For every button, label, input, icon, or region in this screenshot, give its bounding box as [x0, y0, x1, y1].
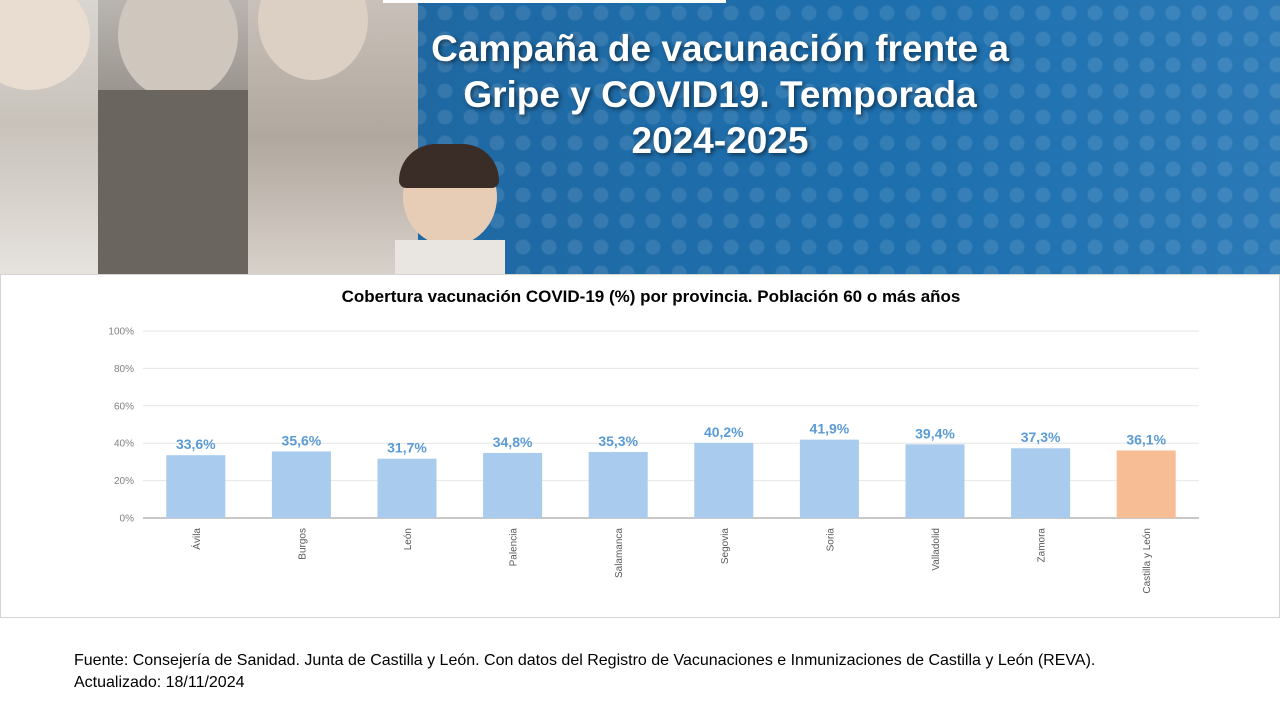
bar — [166, 455, 226, 518]
data-label: 34,8% — [493, 434, 533, 450]
banner-title: Campaña de vacunación frente a Gripe y C… — [290, 26, 1150, 164]
y-tick-label: 20% — [114, 476, 134, 487]
bar — [377, 458, 437, 518]
footer: Fuente: Consejería de Sanidad. Junta de … — [74, 650, 1095, 694]
y-tick-label: 0% — [120, 514, 135, 525]
y-tick-label: 100% — [108, 327, 134, 338]
data-label: 40,2% — [704, 424, 744, 440]
campaign-banner: Campaña de vacunación frente a Gripe y C… — [0, 0, 1280, 274]
photo-young-woman — [248, 0, 418, 274]
banner-top-bar — [383, 0, 726, 3]
data-label: 37,3% — [1021, 429, 1061, 445]
x-tick-label: Soria — [825, 528, 836, 552]
x-tick-label: Ávila — [190, 528, 203, 550]
photo-child — [395, 144, 505, 274]
bar — [271, 451, 331, 518]
bar — [799, 439, 859, 518]
bar — [905, 444, 965, 518]
x-tick-label: Castilla y León — [1142, 528, 1153, 594]
source-note: Fuente: Consejería de Sanidad. Junta de … — [74, 652, 1096, 669]
x-tick-label: Zamora — [1037, 528, 1048, 563]
banner-title-line: Campaña de vacunación frente a — [431, 28, 1009, 69]
photo-woman — [0, 0, 98, 274]
updated-date: Actualizado: 18/11/2024 — [74, 674, 245, 691]
chart-panel: Cobertura vacunación COVID-19 (%) por pr… — [0, 274, 1280, 618]
x-tick-label: Segovia — [720, 528, 731, 565]
data-label: 35,6% — [282, 432, 322, 448]
x-tick-label: Valladolid — [931, 528, 942, 571]
data-label: 36,1% — [1126, 431, 1166, 447]
chart-title: Cobertura vacunación COVID-19 (%) por pr… — [341, 287, 961, 306]
bar — [483, 452, 543, 518]
banner-title-line: 2024-2025 — [631, 120, 809, 161]
x-tick-label: Salamanca — [614, 528, 625, 578]
banner-title-line: Gripe y COVID19. Temporada — [463, 74, 977, 115]
y-tick-label: 60% — [114, 401, 134, 412]
x-tick-label: Palencia — [509, 528, 520, 567]
bar — [1116, 450, 1176, 518]
bar — [588, 451, 648, 518]
data-label: 41,9% — [810, 421, 850, 437]
data-label: 39,4% — [915, 425, 955, 441]
bar — [694, 442, 754, 518]
x-tick-label: León — [403, 528, 414, 550]
y-tick-label: 80% — [114, 364, 134, 375]
bar-chart: 0% 20% 40% 60% 80% 100% 33,6% Ávila 35,6% Burgos 3… — [108, 327, 1199, 594]
data-label: 35,3% — [598, 433, 638, 449]
bar — [1011, 448, 1071, 518]
photo-elderly-man — [98, 0, 248, 274]
y-tick-label: 40% — [114, 439, 134, 450]
data-label: 31,7% — [387, 440, 427, 456]
x-tick-label: Burgos — [297, 528, 308, 560]
data-label: 33,6% — [176, 436, 216, 452]
